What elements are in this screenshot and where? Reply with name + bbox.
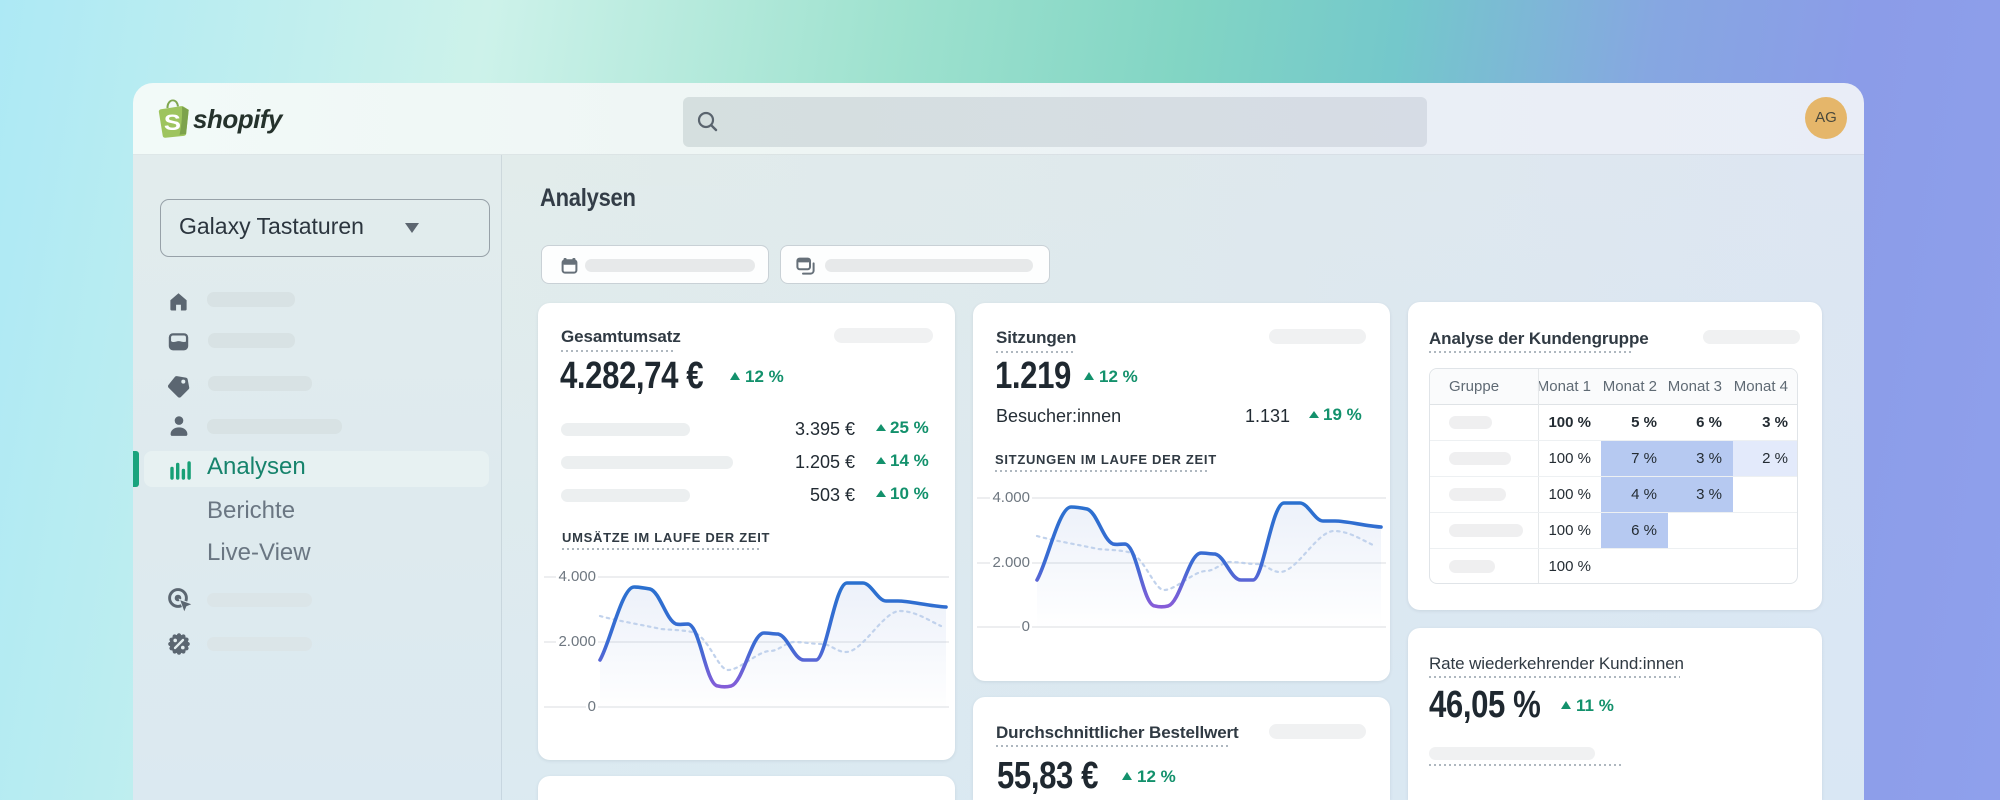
svg-text:S: S	[164, 111, 181, 136]
